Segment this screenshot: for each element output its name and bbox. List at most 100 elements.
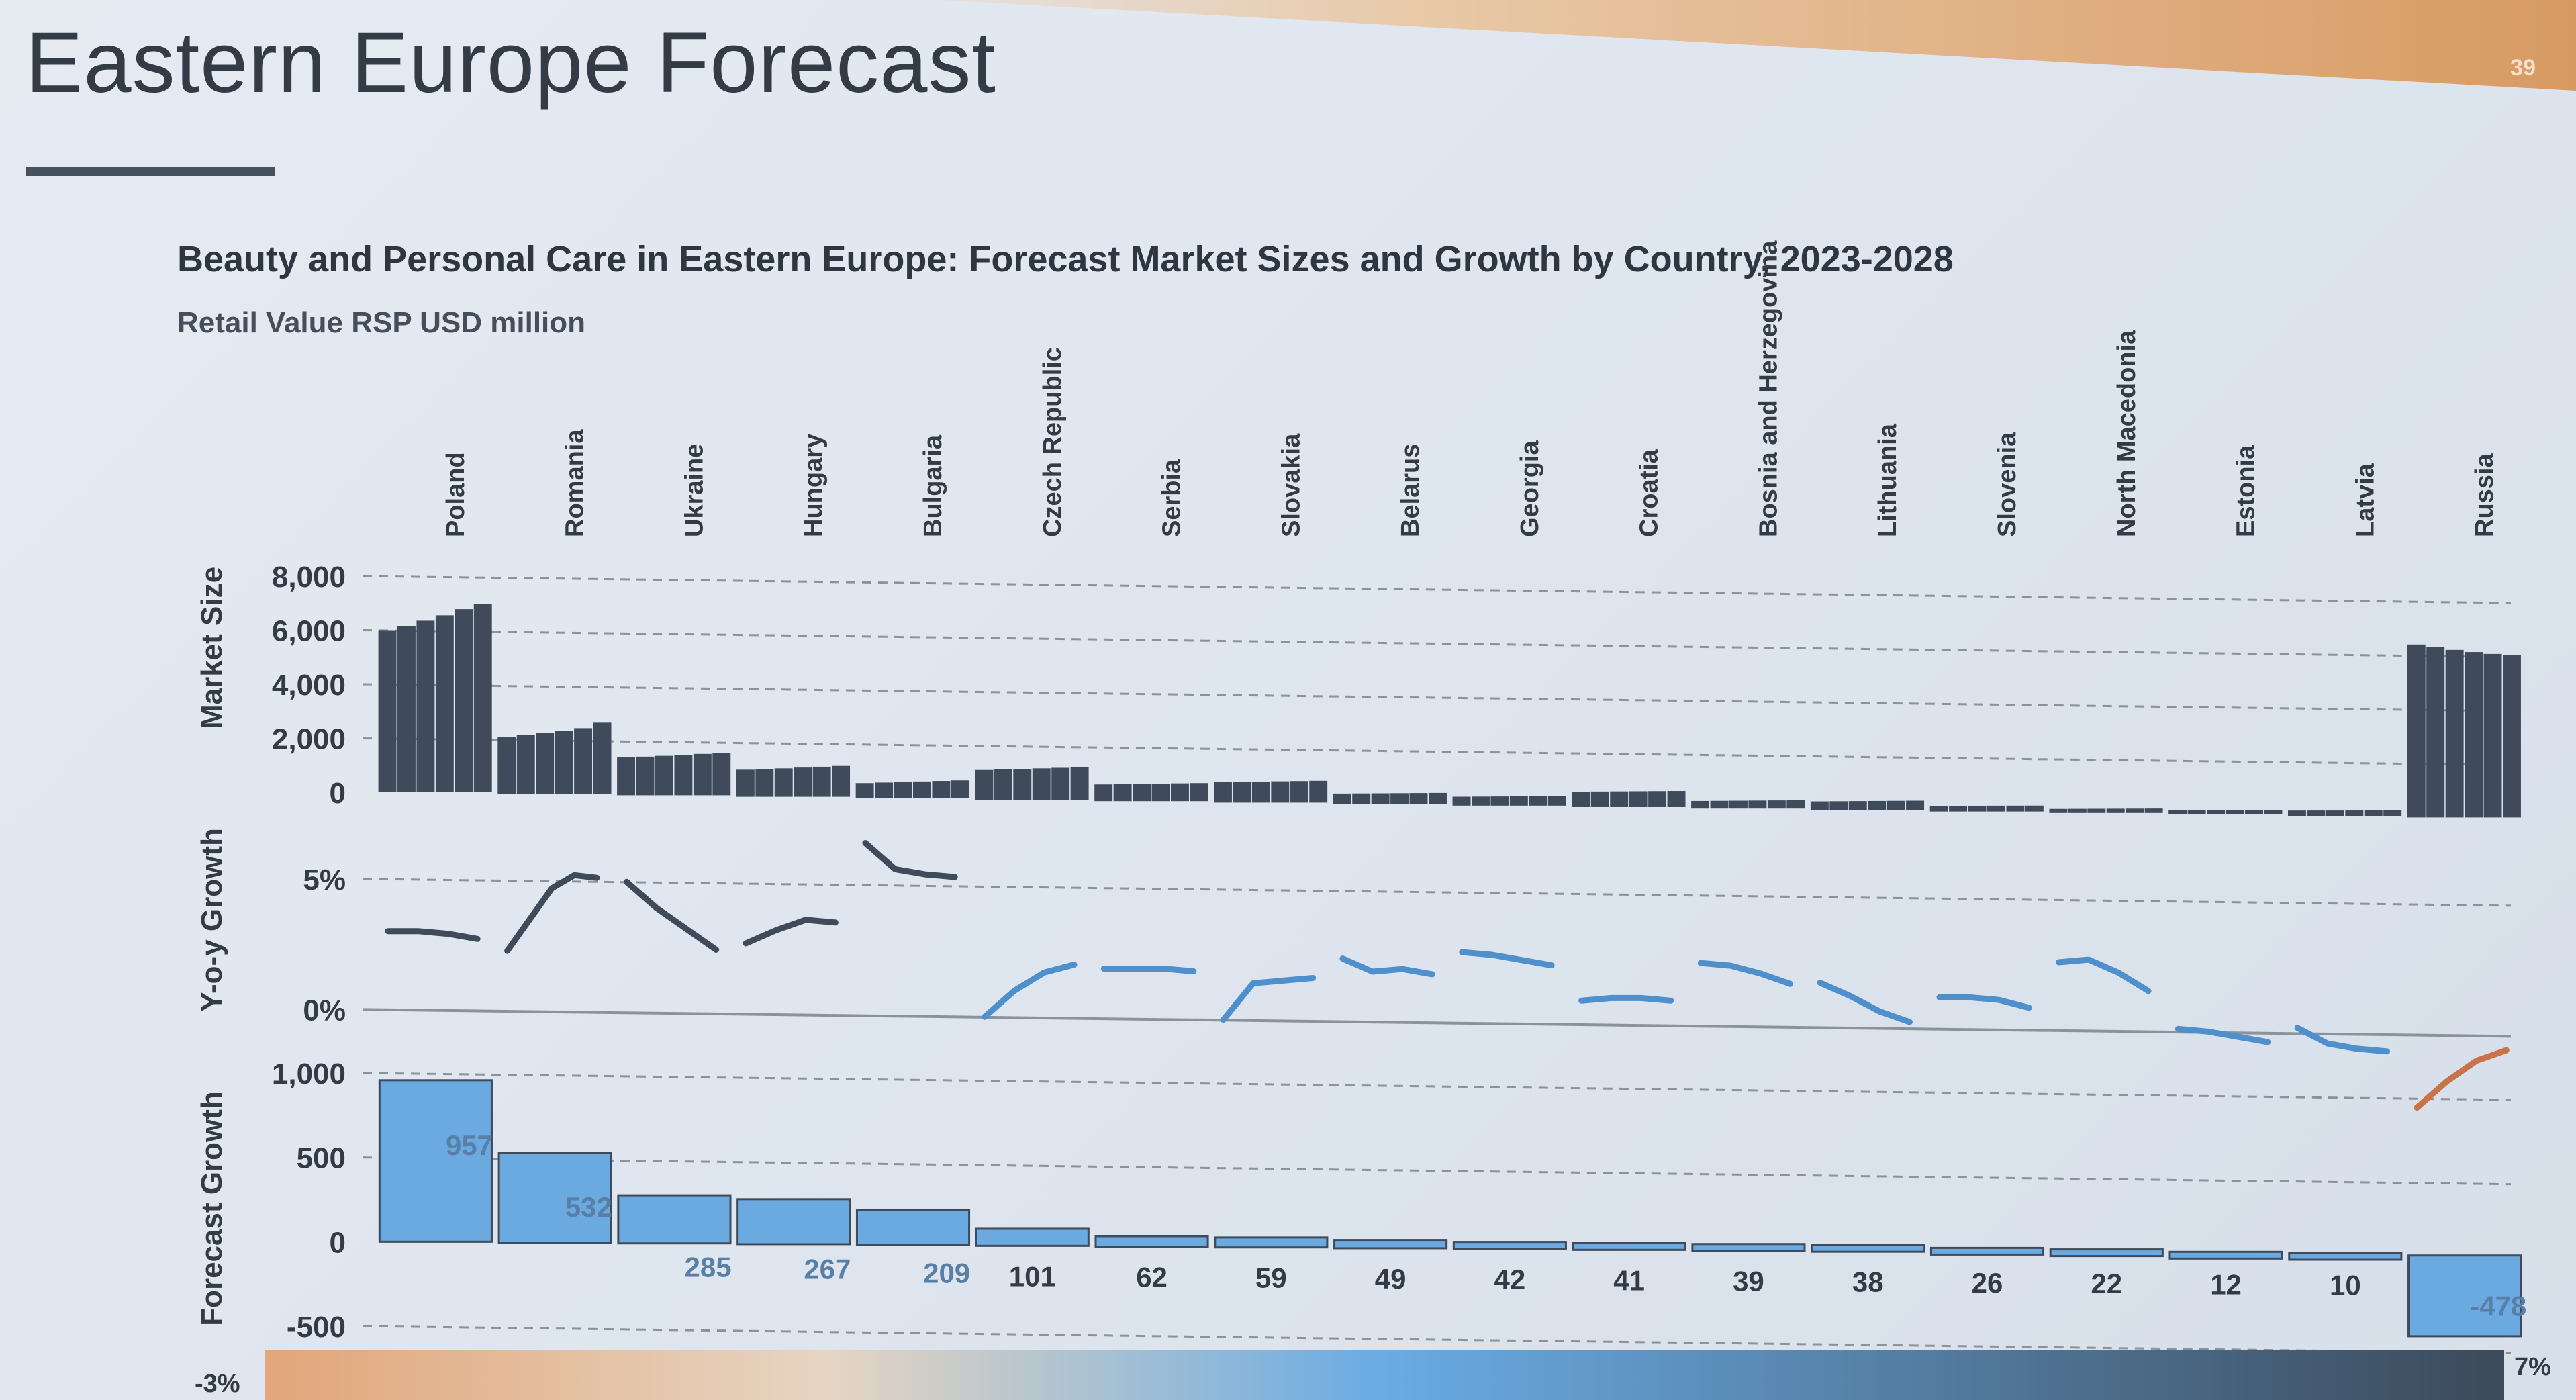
forecast-growth-label: 22 [2091,1268,2122,1299]
market-size-bar [574,728,593,794]
market-size-bar [1868,800,1887,810]
market-size-gridline [362,683,2512,712]
forecast-growth-bar [2049,1248,2164,1258]
market-size-bar [1710,800,1729,809]
market-size-bar [1906,800,1925,810]
slide-title: Eastern Europe Forecast [26,15,996,111]
market-size-bar [1133,784,1151,802]
market-size-bar [1667,791,1686,807]
market-size-bar [2407,644,2426,818]
yoy-growth-line [743,917,839,947]
chart-title: Beauty and Personal Care in Eastern Euro… [177,239,1954,279]
market-size-bar [416,620,435,792]
market-size-bar [1610,791,1629,807]
forecast-growth-label: 59 [1255,1262,1287,1294]
forecast-growth-label: 285 [685,1252,732,1283]
yoy-growth-line [2414,1047,2510,1111]
yoy-growth-line [1936,994,2032,1011]
market-size-bar [2326,810,2344,816]
market-size-bar [555,731,573,794]
yoy-growth-line [2294,1025,2391,1055]
forecast-growth-bar [2288,1252,2403,1261]
forecast-growth-label: 41 [1613,1264,1645,1296]
forecast-gridline-500 [362,1156,2512,1186]
market-size-bar [2264,810,2283,814]
market-size-bar [1472,796,1490,806]
yoy-growth-line [385,928,481,942]
forecast-growth-bar [378,1079,493,1243]
forecast-growth-label: 39 [1733,1266,1764,1297]
market-size-bar [1490,796,1509,806]
country-labels: Poland Romania Ukraine Hungary Bulgaria Czech… [442,240,2499,537]
slide-number: 39 [2510,55,2536,81]
market-size-bar [2106,808,2125,813]
market-size-bar [932,781,951,798]
market-size-bar [1529,796,1547,806]
market-size-bar [1968,805,1987,812]
market-size-bar [1390,793,1409,804]
market-size-bar [2087,808,2106,813]
yoy-growth-line [1578,994,1674,1004]
market-size-bar [2483,653,2502,818]
country-label: Croatia [1635,449,1664,537]
market-size-bar [1051,767,1070,800]
market-size-bar [2307,810,2326,816]
market-size-bar [2049,808,2068,813]
market-size-bar [2445,649,2464,818]
market-size-bar [536,733,555,794]
yoy-growth-line [1817,980,1913,1025]
market-size-bars [378,604,2521,818]
market-size-bar [755,769,774,797]
market-size-bar [1648,791,1667,807]
market-size-bar [2025,805,2044,812]
market-size-bar [516,735,535,794]
forecast-growth-axis-label: Forecast Growth [195,1091,228,1326]
forecast-growth-label: 42 [1494,1264,1526,1295]
market-size-bar [812,766,831,797]
forecast-growth-bar [1929,1246,2045,1256]
color-scale-min-label: -3% [195,1370,240,1398]
country-label: Bosnia and Herzegovina [1754,240,1782,537]
market-size-bar [712,753,731,796]
market-size-bar [2207,810,2226,814]
forecast-growth-bar [855,1209,971,1246]
market-size-bar [378,630,397,792]
market-size-bar [1113,784,1132,802]
market-size-bar [1151,784,1170,802]
market-size-tick: 8,000 [272,561,346,594]
market-size-bar [2364,810,2383,816]
forecast-growth-tick: -500 [287,1311,346,1344]
market-size-bar [2426,647,2445,818]
market-size-bar [1013,769,1032,800]
market-size-bar [1509,796,1528,806]
market-size-tick: 2,000 [272,723,346,756]
market-size-bar [397,626,416,792]
yoy-growth-axis-label: Y-o-y Growth [195,828,228,1012]
market-size-bar [2383,810,2402,816]
forecast-growth-bar [497,1152,612,1244]
yoy-growth-line [504,872,600,954]
country-label: Belarus [1396,444,1425,537]
country-label: Czech Republic [1039,347,1067,537]
market-size-bar [1590,791,1609,807]
yoy-tick: 0% [303,994,346,1027]
market-size-bar [2465,652,2483,818]
forecast-growth-label: 26 [1972,1267,2003,1299]
forecast-growth-tick: 500 [297,1142,346,1175]
forecast-growth-bar [617,1194,732,1245]
country-label: North Macedonia [2113,330,2141,537]
yoy-gridline-0 [362,1008,2512,1038]
market-size-bar [2168,810,2187,814]
market-size-bar [1190,783,1208,802]
color-scale-bar [265,1350,2504,1400]
market-size-bar [1748,800,1767,809]
market-size-bar [1929,806,1948,812]
market-size-bar [2226,810,2244,814]
forecast-growth-bar [1094,1235,1209,1248]
market-size-bar [1070,767,1089,800]
yoy-growth-line [623,878,720,953]
market-size-gridline [362,575,2512,604]
market-size-bar [1452,796,1471,806]
market-size-bar [1233,782,1251,803]
